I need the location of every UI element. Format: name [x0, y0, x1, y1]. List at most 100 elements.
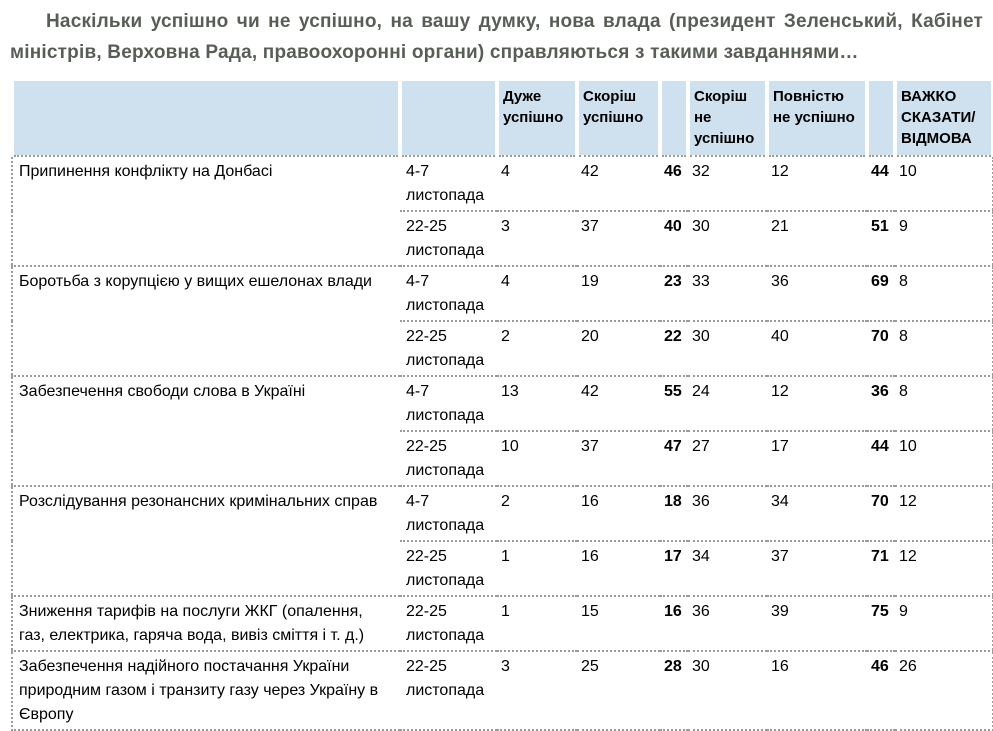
table-row: Зниження тарифів на послуги ЖКГ (опаленн…: [12, 595, 993, 651]
value-cell-completely-unsuccessful: 39: [767, 595, 867, 651]
sum-cell-total-successful: 22: [660, 320, 688, 376]
value-cell-hard-to-say: 26: [895, 650, 993, 730]
value-cell-hard-to-say: 8: [895, 375, 993, 431]
value-cell-hard-to-say: 10: [895, 430, 993, 486]
value-cell-rather-unsuccessful: 30: [688, 320, 767, 376]
table-row: Забезпечення надійного постачання Україн…: [12, 650, 993, 730]
header-cell-rather-unsuccessful: Скоріш не успішно: [686, 77, 769, 157]
sum-cell-total-unsuccessful: 75: [867, 595, 895, 651]
value-cell-completely-unsuccessful: 17: [767, 430, 867, 486]
value-cell-rather-successful: 25: [577, 650, 660, 730]
header-cell-task: [10, 77, 402, 157]
sum-cell-total-unsuccessful: 51: [867, 210, 895, 266]
sum-cell-total-successful: 47: [660, 430, 688, 486]
header-cell-total-unsuccessful: [865, 77, 897, 157]
sum-cell-total-successful: 18: [660, 485, 688, 541]
value-cell-rather-successful: 37: [577, 430, 660, 486]
table-row: 22-25 листопада 1 16 17 34 37 71 12: [12, 540, 993, 596]
value-cell-completely-unsuccessful: 37: [767, 540, 867, 596]
value-cell-rather-unsuccessful: 32: [688, 155, 767, 211]
value-cell-very-successful: 3: [497, 210, 577, 266]
sum-cell-total-unsuccessful: 36: [867, 375, 895, 431]
value-cell-completely-unsuccessful: 40: [767, 320, 867, 376]
sum-cell-total-successful: 17: [660, 540, 688, 596]
header-cell-date: [398, 77, 499, 157]
value-cell-rather-successful: 42: [577, 155, 660, 211]
date-cell: 22-25 листопада: [400, 540, 497, 596]
table-body: Припинення конфлікту на Донбасі 4-7 листо…: [12, 155, 993, 730]
value-cell-very-successful: 10: [497, 430, 577, 486]
sum-cell-total-successful: 23: [660, 265, 688, 321]
value-cell-completely-unsuccessful: 16: [767, 650, 867, 730]
value-cell-very-successful: 4: [497, 265, 577, 321]
task-cell: Розслідування резонансних кримінальних с…: [12, 485, 400, 596]
task-cell: Забезпечення свободи слова в Україні: [12, 375, 400, 486]
sum-cell-total-successful: 55: [660, 375, 688, 431]
value-cell-completely-unsuccessful: 34: [767, 485, 867, 541]
page: Наскільки успішно чи не успішно, на вашу…: [0, 6, 993, 731]
value-cell-very-successful: 2: [497, 485, 577, 541]
table-row: 22-25 листопада 10 37 47 27 17 44 10: [12, 430, 993, 486]
table-row: Боротьба з корупцією у вищих ешелонах вл…: [12, 265, 993, 376]
value-cell-rather-unsuccessful: 33: [688, 265, 767, 321]
task-cell: Зниження тарифів на послуги ЖКГ (опаленн…: [12, 595, 400, 651]
value-cell-rather-unsuccessful: 36: [688, 595, 767, 651]
date-cell: 22-25 листопада: [400, 430, 497, 486]
value-cell-hard-to-say: 9: [895, 210, 993, 266]
table-row: 22-25 листопада 2 20 22 30 40 70 8: [12, 320, 993, 376]
table-row: Розслідування резонансних кримінальних с…: [12, 485, 993, 596]
date-cell: 4-7 листопада: [400, 155, 497, 211]
value-cell-very-successful: 4: [497, 155, 577, 211]
sum-cell-total-unsuccessful: 44: [867, 155, 895, 211]
task-cell: Припинення конфлікту на Донбасі: [12, 155, 400, 266]
value-cell-very-successful: 13: [497, 375, 577, 431]
value-cell-completely-unsuccessful: 12: [767, 375, 867, 431]
value-cell-hard-to-say: 12: [895, 540, 993, 596]
value-cell-rather-unsuccessful: 36: [688, 485, 767, 541]
date-cell: 22-25 листопада: [400, 650, 497, 730]
sum-cell-total-successful: 28: [660, 650, 688, 730]
date-cell: 4-7 листопада: [400, 265, 497, 321]
date-cell: 22-25 листопада: [400, 595, 497, 651]
sum-cell-total-unsuccessful: 70: [867, 485, 895, 541]
task-cell: Боротьба з корупцією у вищих ешелонах вл…: [12, 265, 400, 376]
value-cell-rather-unsuccessful: 30: [688, 650, 767, 730]
value-cell-rather-unsuccessful: 30: [688, 210, 767, 266]
page-title: Наскільки успішно чи не успішно, на вашу…: [10, 11, 983, 63]
value-cell-rather-successful: 16: [577, 485, 660, 541]
sum-cell-total-successful: 16: [660, 595, 688, 651]
table-row: Забезпечення свободи слова в Україні 4-7 …: [12, 375, 993, 486]
table-row: Припинення конфлікту на Донбасі 4-7 листо…: [12, 155, 993, 266]
survey-table: Дуже успішно Скоріш успішно Скоріш не ус…: [10, 77, 993, 731]
header-cell-hard-to-say: ВАЖКО СКАЗАТИ/ ВІДМОВА: [893, 77, 993, 157]
header-cell-rather-successful: Скоріш успішно: [575, 77, 662, 157]
value-cell-rather-successful: 42: [577, 375, 660, 431]
date-cell: 22-25 листопада: [400, 320, 497, 376]
table-header-row: Дуже успішно Скоріш успішно Скоріш не ус…: [10, 77, 993, 157]
header-cell-completely-unsuccessful: Повністю не успішно: [765, 77, 869, 157]
sum-cell-total-successful: 46: [660, 155, 688, 211]
header-cell-very-successful: Дуже успішно: [495, 77, 579, 157]
header-cell-total-successful: [658, 77, 690, 157]
sum-cell-total-successful: 40: [660, 210, 688, 266]
sum-cell-total-unsuccessful: 46: [867, 650, 895, 730]
value-cell-very-successful: 2: [497, 320, 577, 376]
value-cell-completely-unsuccessful: 36: [767, 265, 867, 321]
value-cell-very-successful: 3: [497, 650, 577, 730]
value-cell-rather-successful: 16: [577, 540, 660, 596]
value-cell-rather-successful: 37: [577, 210, 660, 266]
sum-cell-total-unsuccessful: 70: [867, 320, 895, 376]
value-cell-rather-unsuccessful: 24: [688, 375, 767, 431]
date-cell: 4-7 листопада: [400, 375, 497, 431]
sum-cell-total-unsuccessful: 44: [867, 430, 895, 486]
value-cell-hard-to-say: 10: [895, 155, 993, 211]
value-cell-hard-to-say: 8: [895, 265, 993, 321]
task-cell: Забезпечення надійного постачання Україн…: [12, 650, 400, 730]
value-cell-hard-to-say: 8: [895, 320, 993, 376]
value-cell-rather-successful: 15: [577, 595, 660, 651]
value-cell-very-successful: 1: [497, 540, 577, 596]
sum-cell-total-unsuccessful: 69: [867, 265, 895, 321]
value-cell-hard-to-say: 9: [895, 595, 993, 651]
value-cell-very-successful: 1: [497, 595, 577, 651]
value-cell-completely-unsuccessful: 12: [767, 155, 867, 211]
